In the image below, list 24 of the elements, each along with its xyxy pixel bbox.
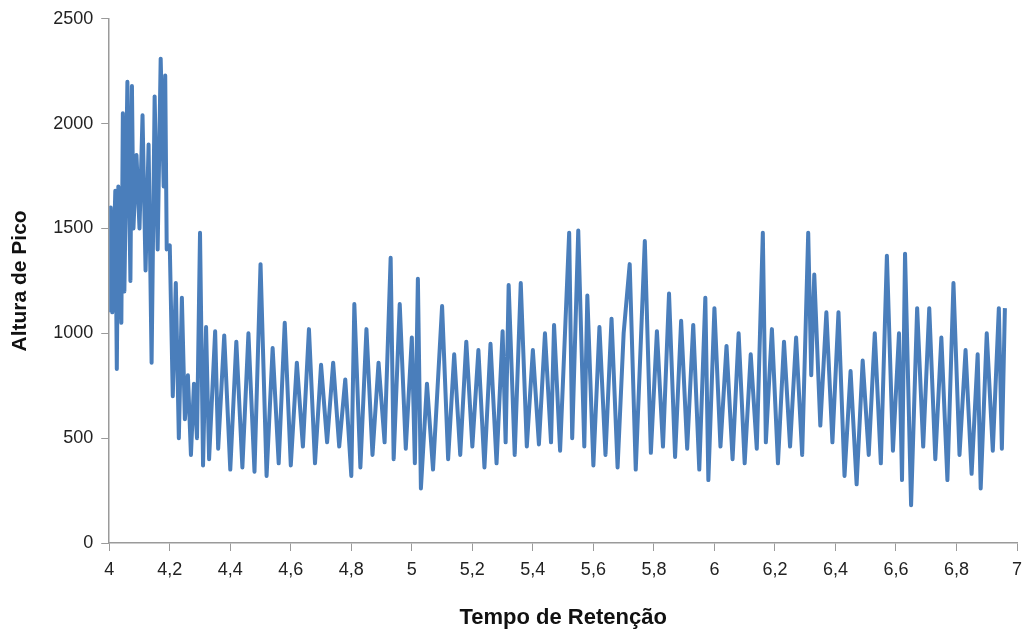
y-tick-label: 1500 [53, 217, 94, 238]
x-tick-label: 7 [1011, 558, 1023, 579]
x-tick-label: 6,8 [943, 558, 969, 579]
x-axis-title: Tempo de Retenção [459, 603, 667, 629]
y-tick-label: 2000 [53, 112, 94, 133]
x-tick-label: 4 [104, 558, 115, 579]
y-tick-label: 1000 [53, 322, 94, 343]
y-tick-label: 0 [83, 531, 94, 552]
x-tick-label: 4,2 [157, 558, 183, 579]
x-tick-label: 6 [709, 558, 720, 579]
x-tick-label: 5,4 [520, 558, 546, 579]
x-tick-label: 4,4 [217, 558, 243, 579]
x-tick-label: 6,6 [883, 558, 909, 579]
x-tick-label: 5,2 [459, 558, 485, 579]
y-axis-title: Altura de Pico [7, 210, 31, 352]
x-tick-label: 4,8 [338, 558, 364, 579]
x-tick-label: 6,2 [762, 558, 788, 579]
x-tick-label: 6,4 [822, 558, 848, 579]
x-tick-label: 5,8 [641, 558, 667, 579]
x-tick-label: 5,6 [580, 558, 606, 579]
y-tick-label: 500 [63, 427, 94, 448]
x-tick-label: 4,6 [278, 558, 304, 579]
x-tick-label: 5 [406, 558, 417, 579]
y-tick-label: 2500 [53, 7, 94, 28]
